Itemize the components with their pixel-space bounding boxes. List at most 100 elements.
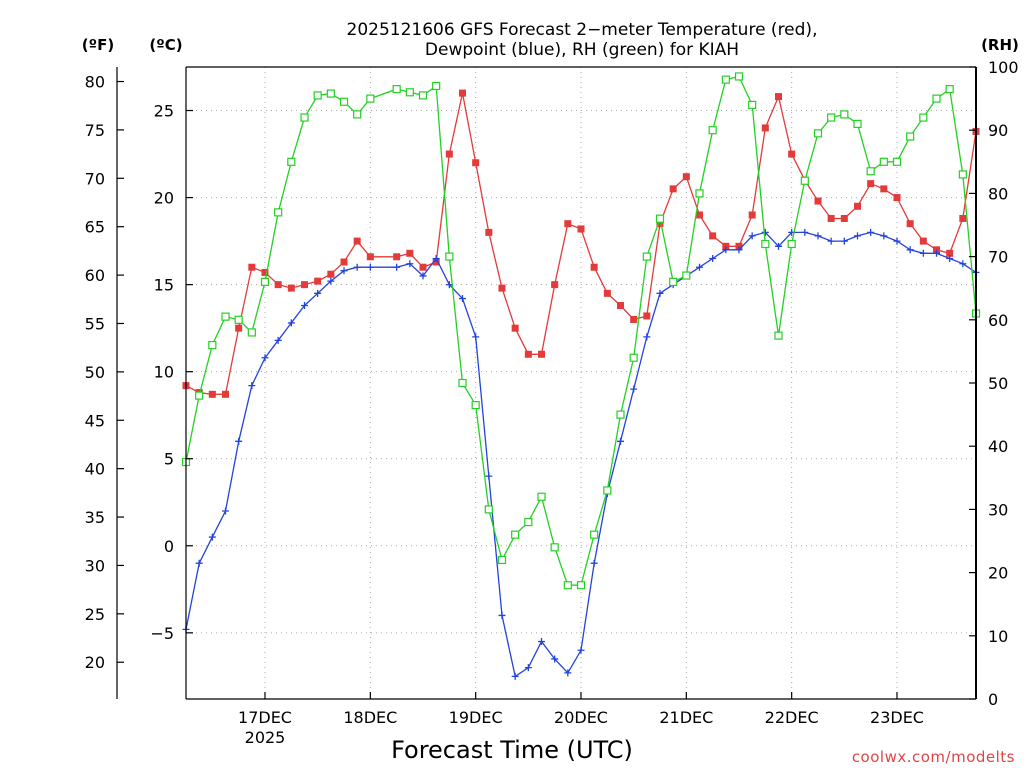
rh-point-53 [892,157,902,166]
dewpoint-point-35 [656,289,664,297]
rh-point-37 [682,271,691,280]
temperature-point-27 [551,281,559,289]
rh-point-48 [827,113,836,122]
rh-point-14 [366,94,375,103]
fahrenheit-tick-label-11: 75 [85,121,105,140]
dewpoint-point-21 [472,333,480,341]
rh-tick-label-5: 50 [988,374,1008,393]
credit-text: coolwx.com/modelts [852,748,1015,766]
rh-point-1 [195,391,204,400]
rh-tick-label-0: 0 [988,690,998,709]
temperature-point-16 [406,249,414,257]
rh-point-17 [418,91,428,100]
x-tick-label-0: 17DEC [238,708,292,727]
dewpoint-point-58 [959,260,967,268]
dewpoint-point-20 [459,295,466,303]
dewpoint-point-24 [511,672,519,680]
rh-tick-label-10: 100 [988,58,1019,77]
x-tick-label-2: 19DEC [449,708,503,727]
grid-lines [186,67,976,699]
dewpoint-point-29 [577,646,585,654]
rh-point-25 [524,517,533,527]
dewpoint-point-23 [498,611,506,619]
dewpoint-point-10 [314,289,322,297]
rh-point-19 [445,252,454,261]
dewpoint-point-38 [696,263,703,271]
dewpoint-point-4 [235,437,243,445]
fahrenheit-tick-label-4: 40 [85,460,105,479]
fahrenheit-tick-label-7: 55 [85,314,105,333]
dewpoint-point-22 [485,472,493,480]
rh-tick-label-8: 80 [988,184,1008,203]
temperature-point-32 [617,302,624,310]
rh-tick-label-3: 30 [988,500,1008,519]
temperature-point-47 [814,197,822,205]
dewpoint-point-44 [775,242,782,250]
rh-point-12 [339,97,349,106]
x-tick-label-6: 23DEC [870,708,924,727]
dewpoint-point-39 [709,255,717,263]
temperature-point-45 [788,150,796,158]
rh-point-57 [945,85,954,94]
temperature-point-2 [208,390,216,398]
temperature-point-44 [775,93,782,101]
temperature-point-48 [827,214,835,222]
dewpoint-point-2 [208,533,216,541]
dewpoint-point-55 [919,249,927,257]
x-tick-label-1: 18DEC [343,708,397,727]
rh-point-23 [497,555,507,565]
temperature-point-5 [248,263,256,271]
fahrenheit-tick-label-12: 80 [85,73,105,92]
celsius-tick-label-6: 25 [154,102,174,121]
temperature-point-7 [274,281,282,289]
dewpoint-point-56 [933,249,940,257]
dewpoint-point-30 [590,559,598,567]
temperature-point-25 [524,350,532,358]
dewpoint-point-27 [551,655,559,663]
rh-point-43 [761,239,770,249]
rh-point-7 [274,208,283,217]
rh-point-46 [800,176,809,185]
celsius-unit-label: (ºC) [149,36,182,54]
rh-point-39 [708,126,717,135]
temperature-point-12 [340,258,348,266]
rh-point-28 [563,581,572,590]
temperature-point-43 [761,124,769,132]
rh-point-49 [840,110,849,119]
dewpoint-point-33 [630,385,638,393]
rh-point-5 [247,328,256,337]
dewpoint-point-16 [406,260,414,268]
celsius-tick-label-2: 5 [164,450,174,469]
rh-point-2 [208,340,217,350]
rh-tick-label-7: 70 [988,248,1008,267]
temperature-point-29 [577,225,585,233]
temperature-point-14 [366,253,374,261]
temperature-point-24 [511,324,519,332]
rh-point-3 [221,312,230,321]
dewpoint-point-50 [854,232,861,240]
temperature-point-37 [682,173,690,181]
dewpoint-point-17 [419,272,427,280]
rh-point-10 [313,91,322,100]
rh-point-29 [576,581,586,590]
rh-point-26 [537,492,546,501]
dewpoint-point-9 [301,302,308,310]
temperature-point-36 [669,185,677,193]
rh-tick-label-6: 60 [988,311,1008,330]
axes: −505101520252025303540455055606570758001… [85,58,1019,747]
temperature-point-10 [314,277,322,285]
celsius-tick-label-4: 15 [154,276,174,295]
dewpoint-point-15 [393,263,401,271]
fahrenheit-tick-label-1: 25 [85,605,105,624]
fahrenheit-tick-label-6: 50 [85,363,105,382]
celsius-tick-label-1: 0 [164,537,174,556]
temperature-point-52 [880,185,888,193]
rh-point-16 [405,88,414,97]
temperature-point-21 [472,159,480,167]
rh-point-6 [260,277,270,286]
temperature-point-34 [643,312,651,320]
rh-markers [181,72,981,590]
temperature-markers [182,89,980,398]
rh-point-55 [919,113,928,122]
rh-point-30 [590,530,599,539]
